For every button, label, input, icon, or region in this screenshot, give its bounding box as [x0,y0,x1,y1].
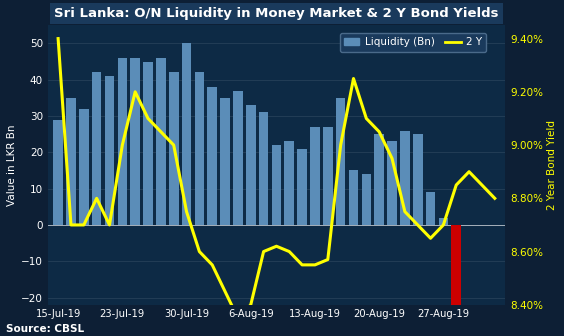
Bar [426,192,435,225]
Bar [323,127,333,225]
Y-axis label: Value in LKR Bn: Value in LKR Bn [7,124,17,206]
Title: Sri Lanka: O/N Liquidity in Money Market & 2 Y Bond Yields: Sri Lanka: O/N Liquidity in Money Market… [54,7,499,20]
Bar [349,170,358,225]
Bar [79,109,89,225]
Text: Source: CBSL: Source: CBSL [6,324,84,334]
Bar [92,73,102,225]
Bar [439,218,448,225]
Bar [182,43,191,225]
Bar [297,149,307,225]
Bar [310,127,320,225]
Bar [195,73,204,225]
Bar [400,131,409,225]
Bar [208,87,217,225]
Bar [284,141,294,225]
Bar [54,120,63,225]
Bar [374,134,384,225]
Legend: Liquidity (Bn), 2 Y: Liquidity (Bn), 2 Y [340,33,486,52]
Bar [117,58,127,225]
Bar [143,61,153,225]
Bar [413,134,422,225]
Bar [169,73,179,225]
Bar [451,225,461,305]
Bar [221,98,230,225]
Bar [336,98,346,225]
Y-axis label: 2 Year Bond Yield: 2 Year Bond Yield [547,120,557,210]
Bar [233,91,243,225]
Bar [259,113,268,225]
Bar [66,98,76,225]
Bar [387,141,397,225]
Bar [156,58,166,225]
Bar [105,76,114,225]
Bar [130,58,140,225]
Bar [362,174,371,225]
Bar [246,105,255,225]
Bar [272,145,281,225]
